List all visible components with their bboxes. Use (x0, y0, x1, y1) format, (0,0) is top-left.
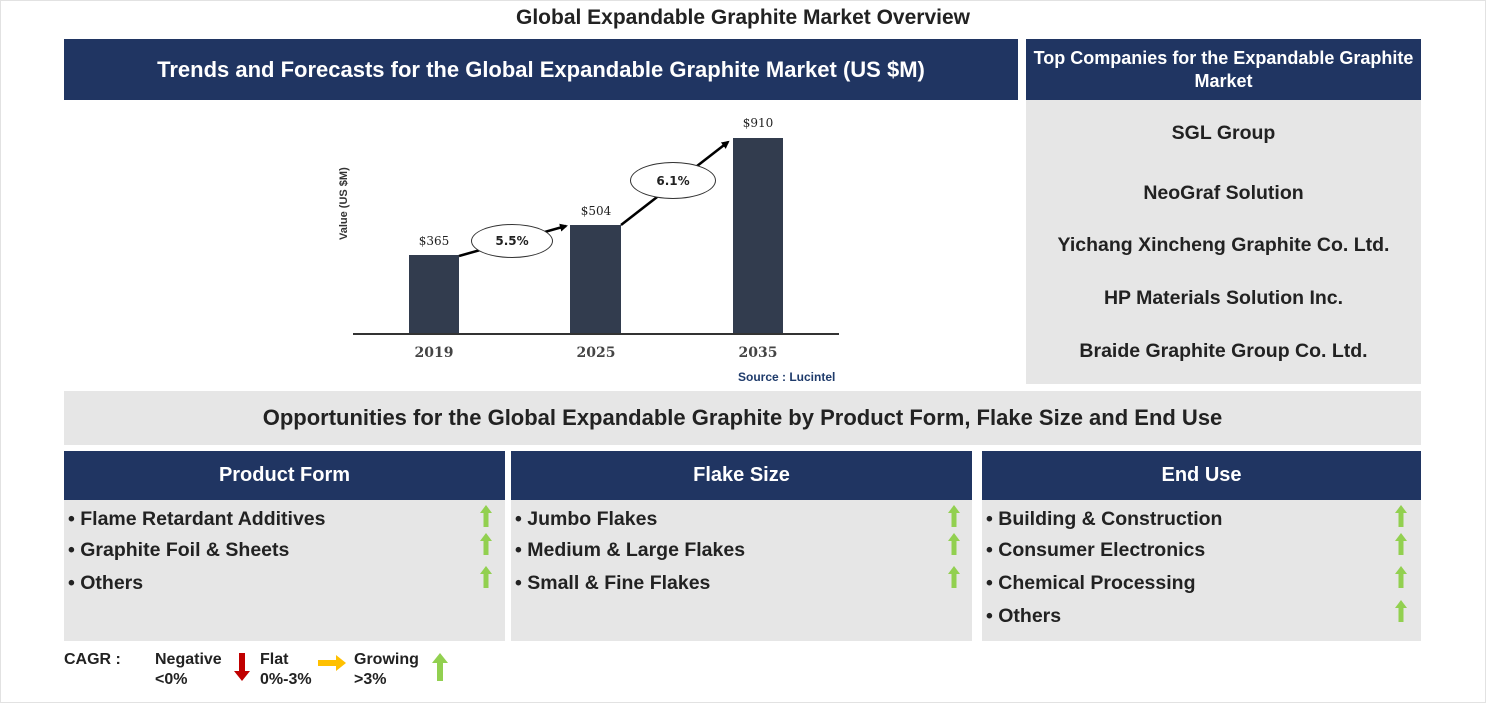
company-item: NeoGraf Solution (1143, 182, 1304, 204)
segment-item: • Medium & Large Flakes (515, 539, 746, 561)
growing-arrow-icon (480, 533, 492, 555)
legend-negative-name: Negative (155, 651, 222, 668)
trends-header: Trends and Forecasts for the Global Expa… (64, 39, 1018, 100)
segment-header-product-form: Product Form (64, 451, 505, 500)
segment-header-flake-size: Flake Size (511, 451, 972, 500)
legend-negative-range: <0% (155, 671, 188, 688)
segment-body-end-use: • Building & Construction • Consumer Ele… (982, 500, 1421, 641)
bar-value-2025: $504 (580, 204, 612, 218)
growing-arrow-icon (948, 566, 960, 588)
chart-source: Source : Lucintel (738, 370, 836, 384)
segment-header-end-use: End Use (982, 451, 1421, 500)
bar-2025 (570, 225, 621, 334)
x-tick-2035: 2035 (738, 345, 778, 361)
bar-value-2035: $910 (742, 116, 774, 130)
opportunities-banner: Opportunities for the Global Expandable … (64, 391, 1421, 445)
growing-arrow-icon (948, 505, 960, 527)
segment-item: • Others (68, 572, 144, 594)
page-title: Global Expandable Graphite Market Overvi… (516, 6, 970, 29)
x-tick-2025: 2025 (576, 345, 616, 361)
segment-item: • Flame Retardant Additives (68, 508, 326, 530)
growing-arrow-icon (1395, 600, 1407, 622)
segment-item: • Small & Fine Flakes (515, 572, 711, 594)
legend-flat-range: 0%-3% (260, 671, 312, 688)
company-item: Yichang Xincheng Graphite Co. Ltd. (1057, 234, 1390, 256)
legend-negative: Negative <0% (155, 650, 222, 690)
growing-arrow-icon (1395, 505, 1407, 527)
segment-item: • Graphite Foil & Sheets (68, 539, 290, 561)
segment-item: • Consumer Electronics (986, 539, 1206, 561)
top-companies-list: SGL Group NeoGraf Solution Yichang Xinch… (1026, 100, 1421, 384)
company-item: HP Materials Solution Inc. (1103, 287, 1344, 309)
legend-label: CAGR : (64, 651, 121, 668)
flat-arrow-icon (318, 655, 346, 671)
x-tick-2019: 2019 (414, 345, 454, 361)
segment-item: • Chemical Processing (986, 572, 1196, 594)
cagr-bubble-2019-2025: 5.5% (471, 224, 553, 258)
bar-2019 (409, 255, 459, 334)
legend-flat-name: Flat (260, 651, 289, 668)
growing-arrow-icon (1395, 533, 1407, 555)
growing-arrow-icon (948, 533, 960, 555)
company-item: Braide Graphite Group Co. Ltd. (1079, 340, 1368, 362)
legend-flat: Flat 0%-3% (260, 650, 312, 690)
negative-arrow-icon (234, 653, 250, 681)
company-item: SGL Group (1171, 122, 1276, 144)
legend-growing-name: Growing (354, 651, 419, 668)
segment-item: • Building & Construction (986, 508, 1223, 530)
segment-item: • Others (986, 605, 1062, 627)
bar-value-2019: $365 (418, 234, 450, 248)
legend-growing: Growing >3% (354, 650, 419, 690)
cagr-bubble-2025-2035: 6.1% (630, 162, 716, 199)
legend-growing-range: >3% (354, 671, 387, 688)
segment-body-product-form: • Flame Retardant Additives • Graphite F… (64, 500, 505, 641)
growing-arrow-icon (432, 653, 448, 681)
bar-2035 (733, 138, 783, 334)
growing-arrow-icon (1395, 566, 1407, 588)
growing-arrow-icon (480, 566, 492, 588)
growing-arrow-icon (480, 505, 492, 527)
x-axis-line (353, 333, 839, 335)
segment-body-flake-size: • Jumbo Flakes • Medium & Large Flakes •… (511, 500, 972, 641)
y-axis-label: Value (US $M) (338, 167, 350, 240)
top-companies-header: Top Companies for the Expandable Graphit… (1026, 39, 1421, 100)
segment-item: • Jumbo Flakes (515, 508, 658, 530)
